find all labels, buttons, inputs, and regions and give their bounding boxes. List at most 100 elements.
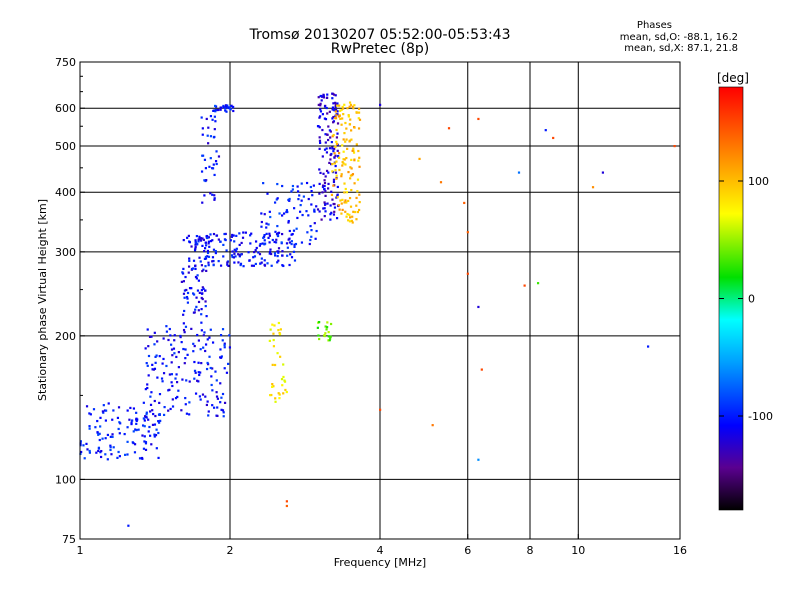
echo-point bbox=[276, 182, 279, 186]
echo-point bbox=[341, 144, 344, 147]
echo-point bbox=[298, 194, 301, 197]
echo-point bbox=[274, 397, 277, 400]
echo-point bbox=[222, 411, 225, 414]
echo-point bbox=[287, 219, 290, 223]
y-tick-label: 75 bbox=[62, 533, 76, 546]
y-axis-label: Stationary phase Virtual Height [km] bbox=[36, 199, 49, 401]
echo-point bbox=[302, 195, 305, 198]
echo-point bbox=[273, 240, 276, 244]
echo-point bbox=[339, 117, 342, 120]
echo-point bbox=[197, 300, 201, 304]
echo-point bbox=[281, 384, 284, 387]
echo-point bbox=[126, 426, 129, 429]
echo-point bbox=[342, 113, 345, 116]
echo-point bbox=[210, 383, 213, 387]
echo-point bbox=[100, 449, 103, 453]
echo-point bbox=[336, 102, 339, 105]
echo-point bbox=[213, 197, 216, 200]
echo-point bbox=[186, 291, 190, 295]
echo-point bbox=[206, 400, 209, 403]
echo-point bbox=[142, 417, 145, 420]
echo-point bbox=[348, 220, 352, 223]
echo-point bbox=[353, 182, 356, 185]
echo-point bbox=[311, 194, 314, 197]
echo-point bbox=[327, 125, 330, 128]
echo-point bbox=[187, 234, 190, 237]
echo-point bbox=[323, 179, 326, 182]
echo-point bbox=[209, 114, 213, 118]
chart-title-line2: RwPretec (8p) bbox=[330, 41, 430, 57]
echo-point bbox=[276, 250, 279, 253]
echo-point bbox=[206, 361, 209, 365]
grid-lines bbox=[80, 62, 680, 539]
echo-point bbox=[205, 117, 208, 121]
echo-point bbox=[180, 280, 183, 283]
echo-point bbox=[223, 232, 226, 236]
echo-point bbox=[315, 229, 318, 233]
echo-point bbox=[205, 403, 209, 407]
echo-point bbox=[250, 232, 253, 235]
echo-point bbox=[188, 380, 191, 383]
echo-point bbox=[147, 354, 151, 358]
echo-point bbox=[135, 417, 138, 420]
echo-point bbox=[231, 233, 234, 237]
echo-point bbox=[195, 241, 198, 245]
echo-point bbox=[332, 93, 336, 96]
echo-point bbox=[336, 194, 339, 197]
echo-point bbox=[199, 239, 203, 242]
echo-point bbox=[193, 249, 197, 252]
echo-point bbox=[217, 260, 220, 263]
echo-point bbox=[197, 279, 200, 282]
echo-point bbox=[331, 147, 334, 150]
echo-point bbox=[126, 409, 129, 412]
echo-point bbox=[182, 313, 185, 316]
y-tick-label: 400 bbox=[55, 186, 76, 199]
echo-point bbox=[132, 441, 135, 445]
echo-point bbox=[92, 408, 96, 411]
echo-point bbox=[212, 232, 216, 236]
echo-point bbox=[328, 147, 332, 150]
echo-point bbox=[272, 338, 275, 342]
echo-point bbox=[348, 105, 351, 108]
echo-point bbox=[143, 419, 146, 422]
echo-point bbox=[327, 171, 330, 174]
echo-point bbox=[328, 339, 331, 342]
echo-point bbox=[271, 363, 274, 366]
echo-point bbox=[313, 210, 316, 213]
echo-point bbox=[238, 255, 241, 258]
echo-point bbox=[88, 449, 91, 453]
echo-point bbox=[145, 362, 148, 365]
echo-point bbox=[292, 229, 296, 232]
echo-point bbox=[352, 107, 355, 110]
echo-point bbox=[280, 241, 283, 244]
echo-point bbox=[94, 426, 97, 429]
echo-point bbox=[192, 350, 195, 353]
echo-point bbox=[358, 200, 361, 204]
echo-point bbox=[318, 116, 321, 119]
echo-point bbox=[324, 141, 327, 144]
echo-point bbox=[146, 328, 149, 331]
echo-point bbox=[153, 423, 157, 426]
echo-point bbox=[141, 457, 144, 460]
echo-point bbox=[282, 392, 285, 395]
echo-point bbox=[88, 427, 91, 430]
echo-point bbox=[101, 410, 104, 413]
echo-point bbox=[274, 230, 277, 233]
stats-x-mode: mean, sd,X: 87.1, 21.8 bbox=[624, 43, 738, 54]
echo-point bbox=[215, 108, 219, 112]
echo-point bbox=[338, 156, 341, 159]
echo-point bbox=[298, 210, 302, 213]
echo-point bbox=[601, 171, 605, 174]
echo-point bbox=[147, 418, 150, 421]
echo-point bbox=[118, 432, 121, 435]
echo-point bbox=[158, 393, 162, 396]
echo-point bbox=[201, 127, 204, 130]
echo-point bbox=[208, 336, 211, 339]
echo-point bbox=[190, 327, 193, 330]
echo-point bbox=[274, 254, 277, 257]
x-axis-label: Frequency [MHz] bbox=[334, 556, 426, 569]
echo-point bbox=[321, 191, 324, 194]
echo-point bbox=[262, 236, 265, 239]
echo-point bbox=[305, 210, 308, 213]
echo-point bbox=[228, 334, 231, 337]
